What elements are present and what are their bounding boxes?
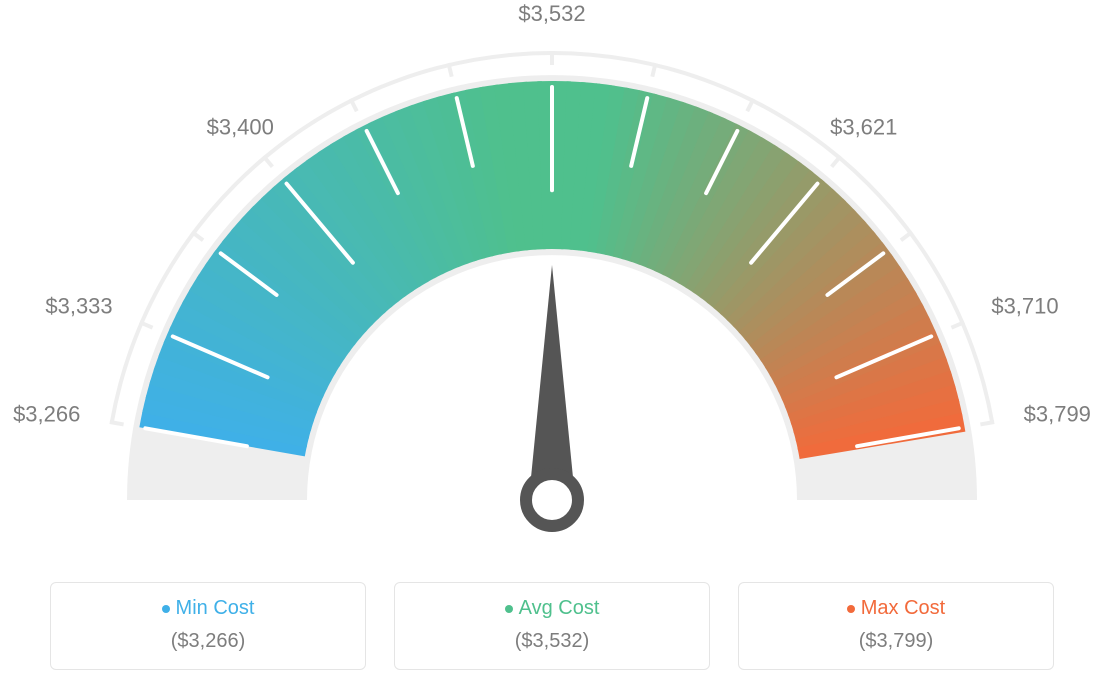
legend-card-min: Min Cost ($3,266)	[50, 582, 366, 670]
legend-card-avg: Avg Cost ($3,532)	[394, 582, 710, 670]
legend-row: Min Cost ($3,266) Avg Cost ($3,532) Max …	[50, 582, 1054, 670]
legend-dot-min	[162, 605, 170, 613]
legend-card-max: Max Cost ($3,799)	[738, 582, 1054, 670]
gauge-tick-label: $3,799	[1024, 402, 1091, 427]
legend-title-min: Min Cost	[51, 597, 365, 620]
legend-title-min-text: Min Cost	[176, 597, 255, 619]
gauge-tick-label: $3,266	[13, 402, 80, 427]
legend-dot-avg	[505, 605, 513, 613]
legend-value-avg: ($3,532)	[395, 630, 709, 653]
legend-title-max-text: Max Cost	[861, 597, 945, 619]
legend-title-avg-text: Avg Cost	[519, 597, 600, 619]
gauge-tick-label: $3,621	[830, 114, 897, 139]
legend-value-min: ($3,266)	[51, 630, 365, 653]
gauge-tick-label: $3,400	[207, 114, 274, 139]
gauge-tick-label: $3,710	[991, 294, 1058, 319]
gauge-tick-label: $3,333	[45, 294, 112, 319]
gauge-svg: $3,266 $3,333 $3,400 $3,532 $3,621 $3,710 $3,7…	[0, 0, 1104, 560]
legend-dot-max	[847, 605, 855, 613]
legend-value-max: ($3,799)	[739, 630, 1053, 653]
legend-title-avg: Avg Cost	[395, 597, 709, 620]
gauge-chart: $3,266 $3,333 $3,400 $3,532 $3,621 $3,710 $3,7…	[0, 0, 1104, 560]
gauge-tick-label: $3,532	[518, 1, 585, 26]
legend-title-max: Max Cost	[739, 597, 1053, 620]
